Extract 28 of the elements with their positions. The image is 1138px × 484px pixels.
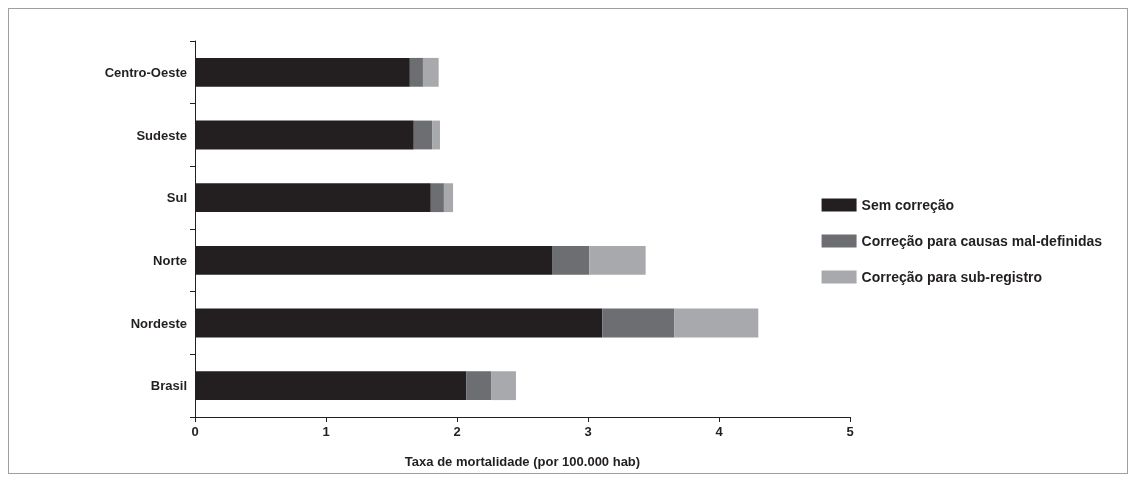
bar — [409, 57, 423, 87]
x-tick-label: 1 — [322, 424, 330, 439]
bar — [602, 308, 675, 338]
bar — [552, 245, 590, 275]
y-tick-label: Norte — [153, 252, 187, 268]
bar — [674, 308, 759, 338]
x-tick-label: 5 — [846, 424, 854, 439]
y-tick-label: Brasil — [150, 378, 187, 394]
bar — [413, 120, 433, 150]
legend-label: Sem correção — [861, 197, 955, 213]
bar — [466, 371, 492, 401]
legend-label: Correção para sub-registro — [861, 269, 1043, 285]
x-tick-label: 4 — [715, 424, 724, 439]
x-tick-label: 0 — [191, 424, 199, 439]
x-tick-label: 3 — [584, 424, 592, 439]
bar — [430, 183, 444, 213]
bar — [422, 57, 439, 87]
y-tick-label: Sudeste — [136, 127, 187, 143]
bar — [443, 183, 454, 213]
x-axis-title: Taxa de mortalidade (por 100.000 hab) — [404, 454, 641, 469]
bar — [589, 245, 646, 275]
x-tick-label: 2 — [453, 424, 461, 439]
legend-label: Correção para causas mal-definidas — [861, 233, 1103, 249]
bar — [491, 371, 516, 401]
y-tick-label: Nordeste — [130, 315, 187, 331]
y-tick-label: Sul — [166, 190, 187, 206]
y-tick-label: Centro-Oeste — [104, 64, 187, 80]
bar — [432, 120, 440, 150]
